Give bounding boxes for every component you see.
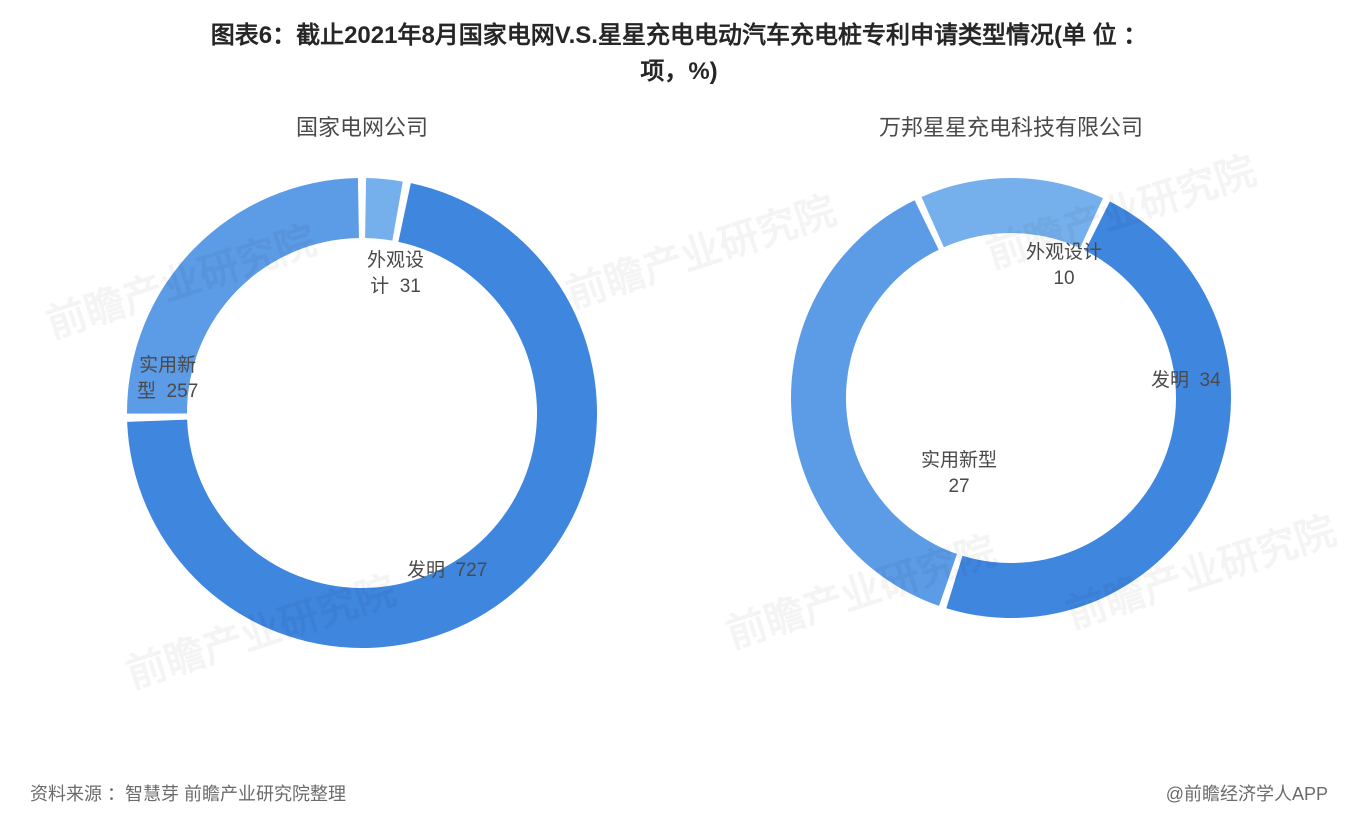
source-label: 资料来源 ：智慧芽 前瞻产业研究院整理 [30,780,346,806]
slice-label: 实用新 型 257 [137,353,198,404]
slice-label: 外观设 计 31 [367,248,424,299]
title-line-1: 图表6：截止2021年8月国家电网V.S.星星充电电动汽车充电桩专利申请类型情况… [211,22,1148,49]
donut-wrap-star-charge: 外观设计 10 发明 34 实用新型 27 [771,158,1251,638]
slice-label: 实用新型 27 [921,448,997,499]
donut-slice [791,200,957,606]
donut-slice [922,178,1103,248]
footer: 资料来源 ：智慧芽 前瞻产业研究院整理 @前瞻经济学人APP [30,780,1328,806]
slice-label: 发明 34 [1151,368,1221,394]
donut-wrap-state-grid: 外观设 计 31 发明 727 实用新 型 257 [107,158,617,668]
chart-title: 图表6：截止2021年8月国家电网V.S.星星充电电动汽车充电桩专利申请类型情况… [0,0,1358,90]
subtitle-star-charge: 万邦星星充电科技有限公司 [879,110,1143,142]
donut-chart-state-grid: 国家电网公司 外观设 计 31 发明 727 实用新 型 257 [107,110,617,668]
attribution-label: @前瞻经济学人APP [1166,780,1328,806]
donut-slice [365,178,403,241]
slice-label: 发明 727 [407,558,487,584]
title-line-2: 项，%) [640,58,717,85]
donut-svg [107,158,617,668]
subtitle-state-grid: 国家电网公司 [296,110,428,142]
slice-label: 外观设计 10 [1026,240,1102,291]
donut-svg [771,158,1251,638]
donut-chart-star-charge: 万邦星星充电科技有限公司 外观设计 10 发明 34 实用新型 27 [771,110,1251,638]
charts-row: 国家电网公司 外观设 计 31 发明 727 实用新 型 257 万邦星星充电科技有… [0,90,1358,668]
